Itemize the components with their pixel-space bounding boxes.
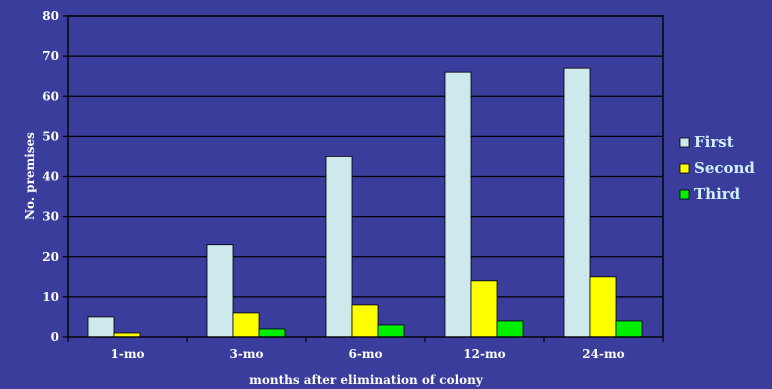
- bar-second-6-mo: [351, 304, 379, 338]
- legend-label-second: Second: [694, 159, 755, 177]
- x-tick-label: 6-mo: [348, 347, 382, 361]
- y-tick-label: 70: [42, 49, 59, 63]
- plot-border: [67, 15, 664, 338]
- y-tick-label: 20: [42, 250, 59, 264]
- bar-third-6-mo: [377, 324, 405, 338]
- y-tick-label: 80: [42, 9, 59, 23]
- bar-first-1-mo: [87, 316, 115, 338]
- x-axis-title: months after elimination of colony: [249, 373, 484, 387]
- legend-swatch-second: [679, 163, 690, 174]
- legend-label-first: First: [694, 133, 734, 151]
- x-tick-label: 3-mo: [229, 347, 263, 361]
- bar-third-24-mo: [615, 320, 643, 338]
- y-tick-label: 30: [42, 210, 59, 224]
- x-tick-label: 12-mo: [463, 347, 505, 361]
- x-tick-label: 1-mo: [110, 347, 144, 361]
- y-tick-label: 40: [42, 170, 59, 184]
- x-tick-label: 24-mo: [582, 347, 624, 361]
- y-tick-label: 50: [42, 129, 59, 143]
- y-axis-title: No. premises: [23, 132, 37, 220]
- grid-lines: [68, 15, 663, 298]
- y-tick-label: 0: [51, 330, 59, 344]
- legend: First Second Third: [679, 133, 755, 203]
- bar-first-12-mo: [444, 71, 472, 338]
- bar-second-12-mo: [470, 280, 498, 338]
- bar-third-12-mo: [496, 320, 524, 338]
- bar-first-24-mo: [563, 67, 591, 338]
- axes: [63, 15, 664, 342]
- bar-third-3-mo: [258, 328, 286, 338]
- y-tick-label: 60: [42, 89, 59, 103]
- bar-first-3-mo: [206, 244, 234, 338]
- bar-first-6-mo: [325, 156, 353, 338]
- legend-swatch-first: [679, 137, 690, 148]
- y-tick-label: 10: [42, 290, 59, 304]
- legend-label-third: Third: [694, 185, 741, 203]
- legend-swatch-third: [679, 189, 690, 200]
- x-tick-labels: 1-mo 3-mo 6-mo 12-mo 24-mo: [110, 347, 624, 361]
- bar-second-3-mo: [232, 312, 260, 338]
- bar-second-24-mo: [589, 276, 617, 338]
- y-tick-labels: 0 10 20 30 40 50 60 70 80: [42, 9, 59, 344]
